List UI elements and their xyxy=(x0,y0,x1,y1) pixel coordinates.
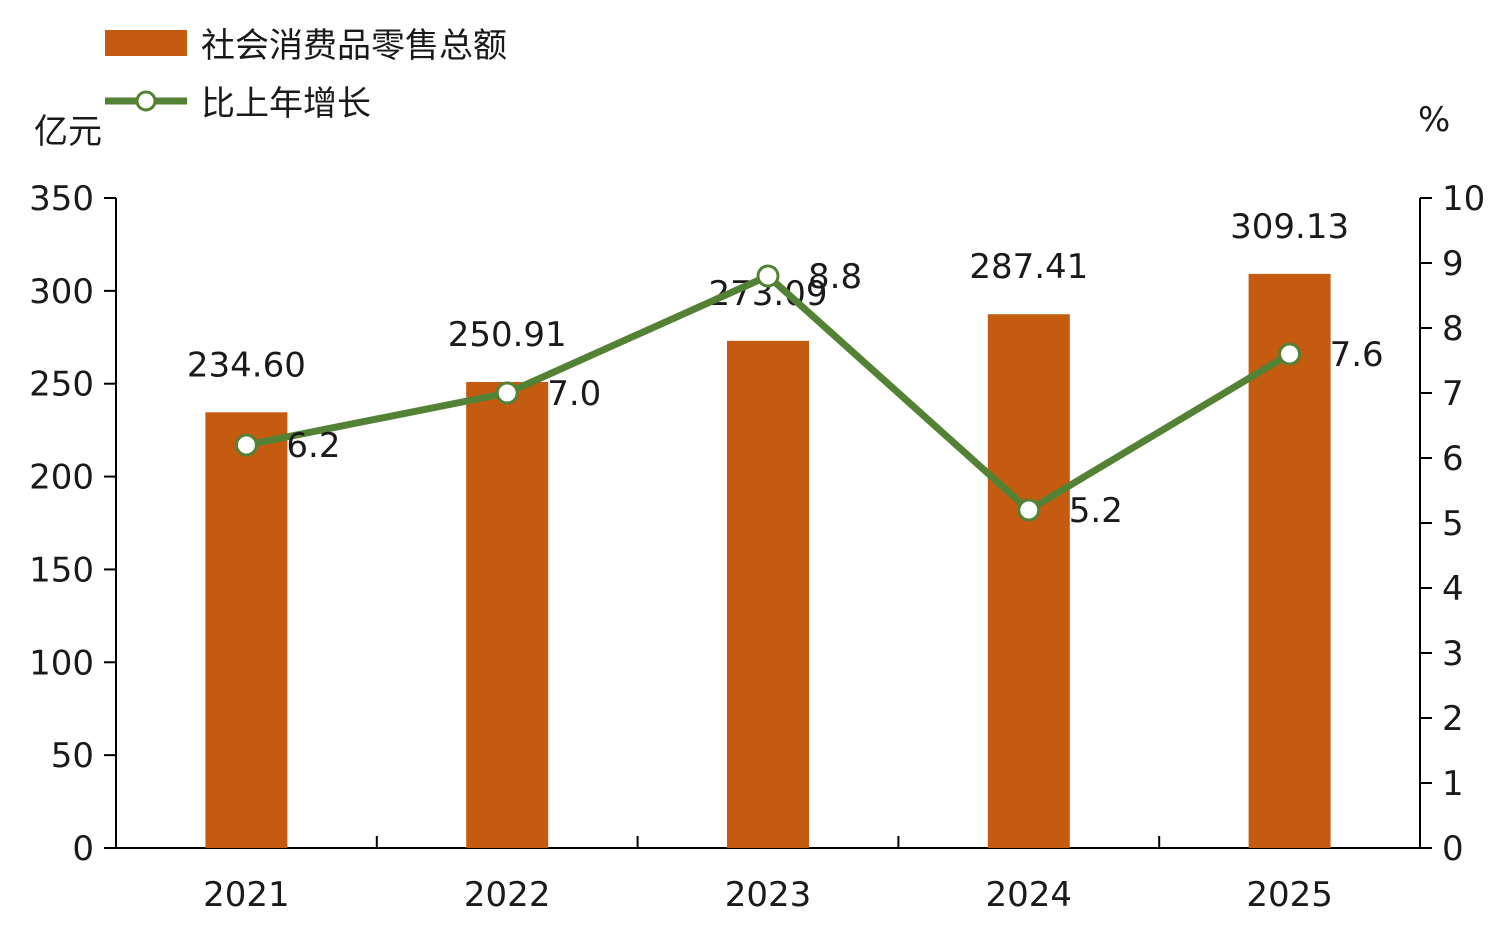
line-point xyxy=(756,264,780,288)
right-tick-label: 2 xyxy=(1442,699,1464,739)
right-tick-label: 10 xyxy=(1442,179,1485,219)
right-tick-label: 5 xyxy=(1442,504,1464,544)
line-point xyxy=(234,433,258,457)
bar xyxy=(727,340,809,848)
x-tick-label: 2023 xyxy=(725,875,812,915)
right-tick-label: 9 xyxy=(1442,244,1464,284)
bar-data-label: 234.60 xyxy=(187,345,306,385)
bar xyxy=(987,314,1070,848)
left-tick-label: 0 xyxy=(72,829,94,869)
line-point xyxy=(1278,342,1302,366)
line-point xyxy=(1017,498,1041,522)
bar-data-label: 309.13 xyxy=(1230,207,1349,247)
legend-line-swatch xyxy=(105,90,187,111)
x-tick-label: 2022 xyxy=(464,875,551,915)
line-labels: 6.2 7.0 8.8 5.2 7.6 xyxy=(286,257,1383,531)
legend-line-label: 比上年增长 xyxy=(201,84,371,124)
right-axis-unit: % xyxy=(1418,100,1451,140)
legend-bar-swatch xyxy=(105,29,187,56)
bar xyxy=(466,382,549,848)
left-axis-unit: 亿元 xyxy=(34,112,102,152)
line-point xyxy=(495,381,519,405)
line-data-label: 6.2 xyxy=(286,426,340,466)
axes: 0 50 100 150 200 250 300 350 0 1 2 3 4 5 6 7 8 9 10 2021 202… xyxy=(29,179,1485,915)
right-tick-label: 6 xyxy=(1442,439,1464,479)
left-tick-label: 150 xyxy=(29,550,94,590)
line-data-label: 7.0 xyxy=(547,374,601,414)
left-tick-label: 350 xyxy=(29,179,94,219)
x-tick-label: 2024 xyxy=(986,875,1073,915)
legend-bar-label: 社会消费品零售总额 xyxy=(201,26,507,66)
right-tick-label: 7 xyxy=(1442,374,1464,414)
right-tick-label: 4 xyxy=(1442,569,1464,609)
legend-item-retail-sales: 社会消费品零售总额 xyxy=(105,18,507,67)
line-data-label: 7.6 xyxy=(1330,335,1384,375)
right-tick-label: 1 xyxy=(1442,764,1464,804)
right-tick-label: 3 xyxy=(1442,634,1464,674)
right-tick-label: 0 xyxy=(1442,829,1464,869)
left-tick-label: 50 xyxy=(51,736,94,776)
left-tick-label: 250 xyxy=(29,365,94,405)
x-tick-label: 2025 xyxy=(1246,875,1333,915)
line-series xyxy=(234,264,1302,522)
left-tick-label: 200 xyxy=(29,458,94,498)
right-tick-label: 8 xyxy=(1442,309,1464,349)
left-tick-label: 300 xyxy=(29,272,94,312)
bar xyxy=(205,412,288,848)
line-data-label: 5.2 xyxy=(1069,491,1123,531)
line-data-label: 8.8 xyxy=(808,257,862,297)
legend-item-growth: 比上年增长 xyxy=(105,76,371,125)
bar-series xyxy=(205,273,1331,848)
bar-data-label: 250.91 xyxy=(448,315,567,355)
bar-data-label: 287.41 xyxy=(969,247,1088,287)
x-tick-label: 2021 xyxy=(203,875,290,915)
left-tick-label: 100 xyxy=(29,643,94,683)
